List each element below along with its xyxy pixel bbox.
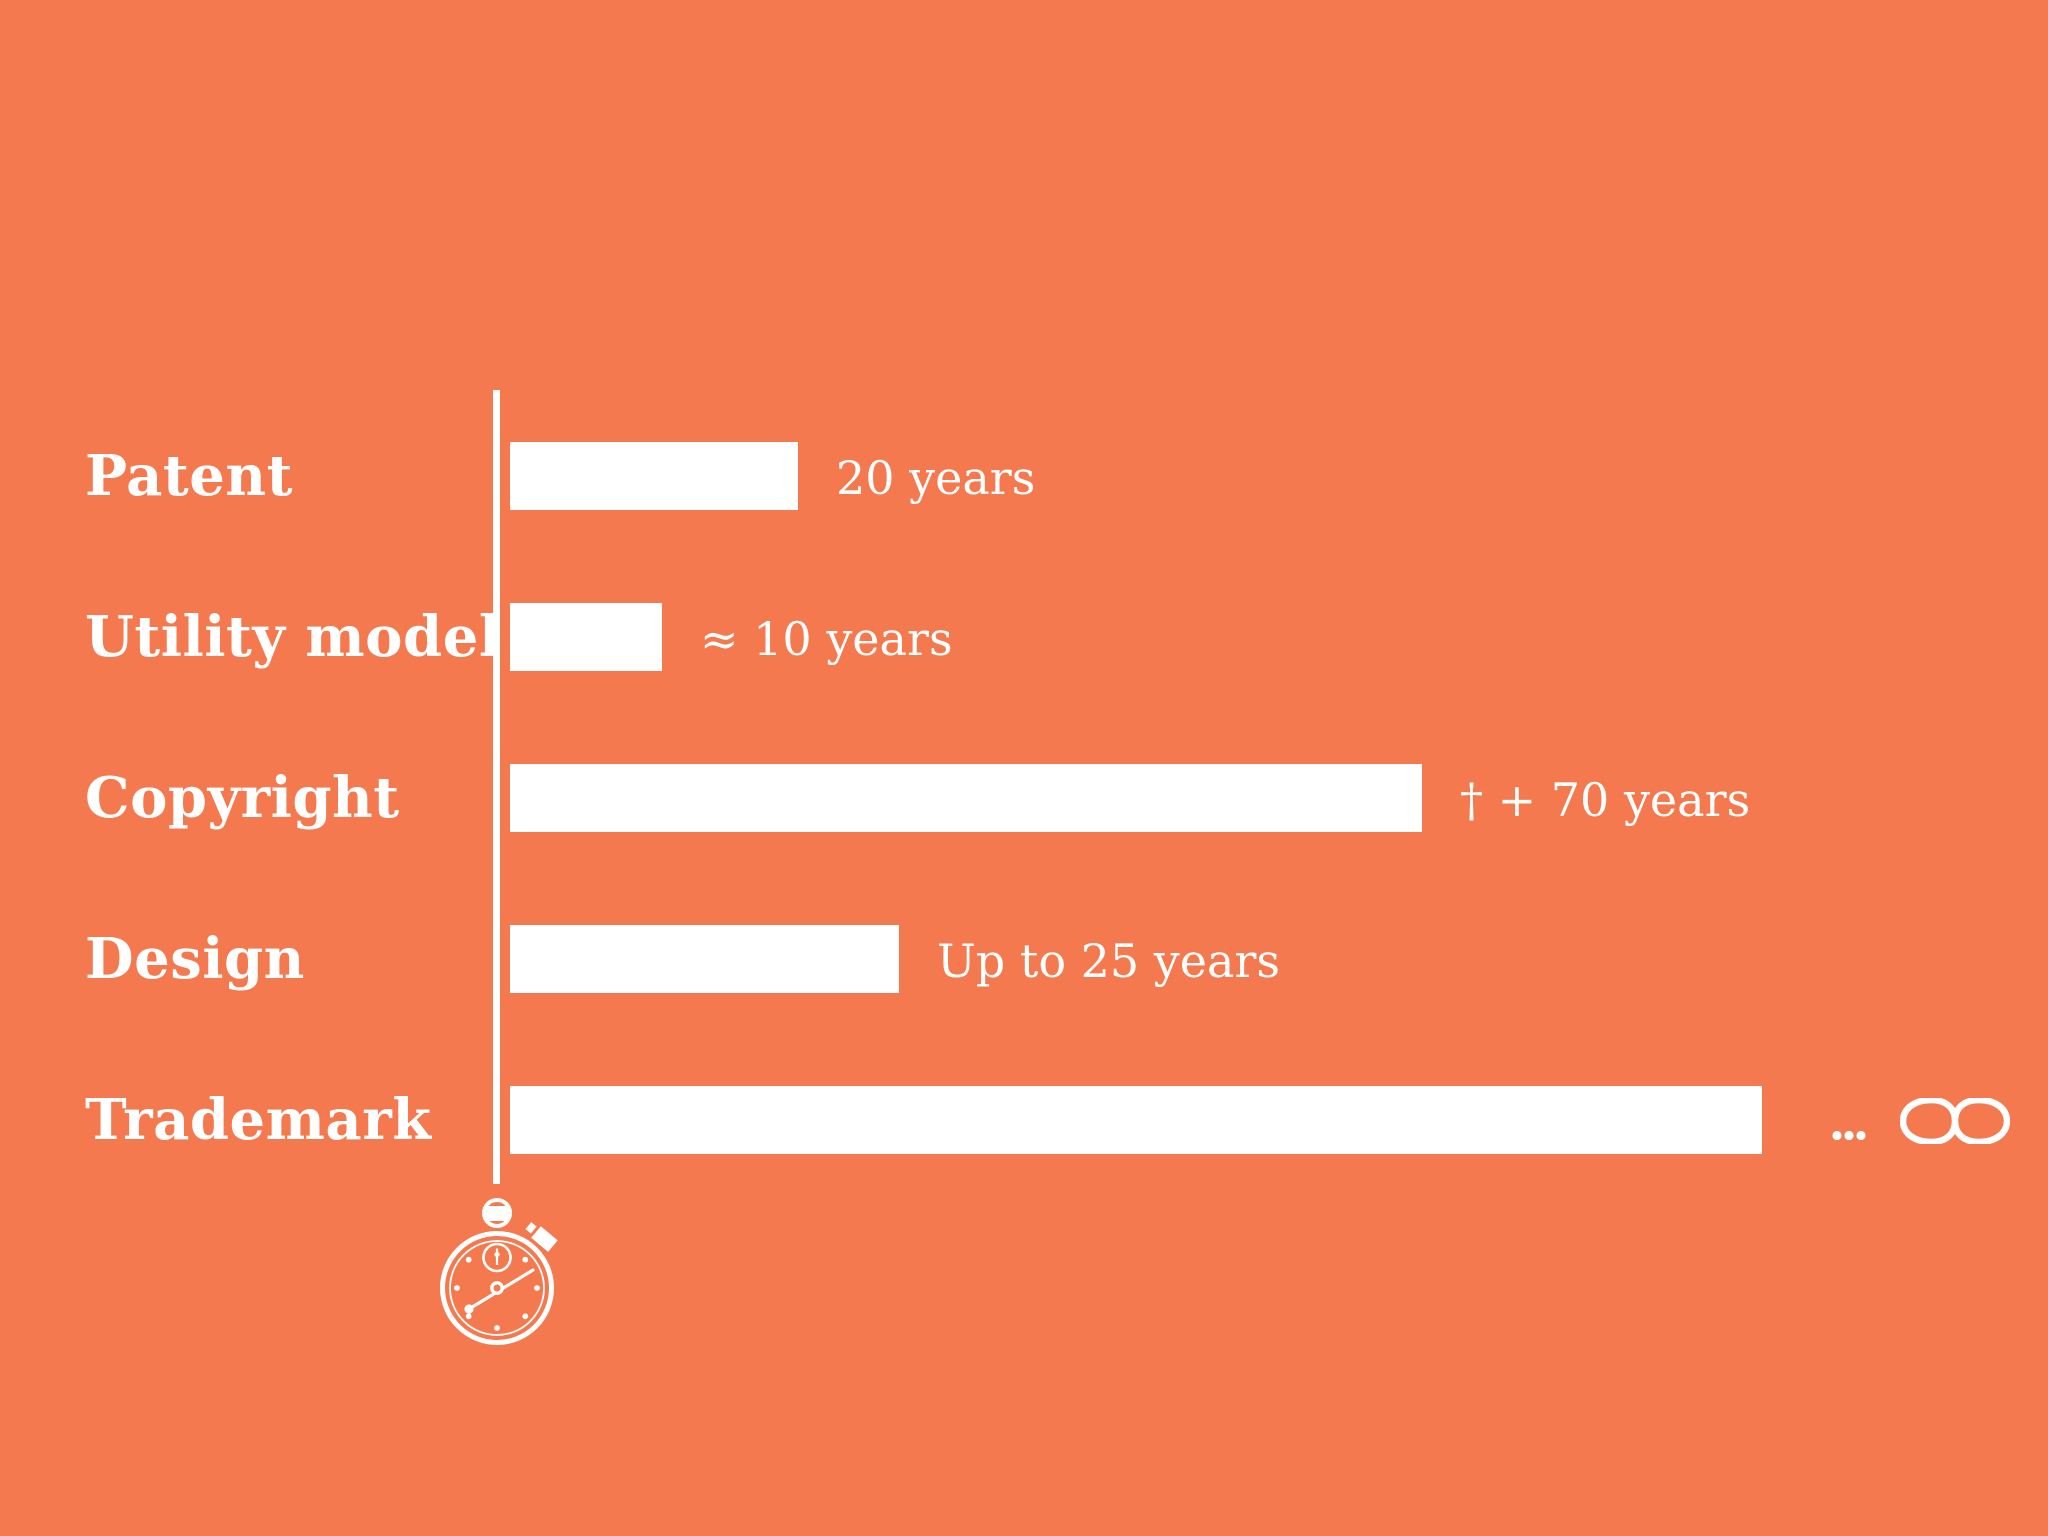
- stopwatch-inner-ring: [449, 1240, 545, 1336]
- chart-row: Design Up to 25 years: [0, 925, 2048, 993]
- stopwatch-subdial: [482, 1242, 512, 1273]
- duration-label: 20 years: [836, 451, 1036, 505]
- category-label: Trademark: [85, 1087, 432, 1153]
- chart-row: Trademark: [0, 1086, 2048, 1154]
- stopwatch-outer-ring: [440, 1231, 554, 1345]
- duration-label: Up to 25 years: [937, 934, 1281, 988]
- duration-bar: [510, 764, 1422, 832]
- duration-label: † + 70 years: [1460, 773, 1751, 827]
- ellipsis-icon: [1832, 1130, 1866, 1140]
- chart-row: Copyright † + 70 years: [0, 764, 2048, 832]
- chart-row: Patent 20 years: [0, 442, 2048, 510]
- chart-row: Utility model ≈ 10 years: [0, 603, 2048, 671]
- infinity-icon: [1900, 1098, 2010, 1144]
- category-label: Utility model: [85, 604, 501, 670]
- axis-baseline: [493, 390, 500, 1184]
- duration-bar: [510, 925, 899, 993]
- stopwatch-crown-ring: [482, 1198, 512, 1228]
- duration-bar: [510, 603, 662, 671]
- category-label: Design: [85, 926, 305, 992]
- duration-bar: [510, 1086, 1762, 1154]
- duration-label: ≈ 10 years: [700, 612, 953, 666]
- stopwatch-tick-dots: [454, 1256, 540, 1331]
- stopwatch-center-hub: [490, 1281, 504, 1295]
- stopwatch-crown-stem: [485, 1206, 509, 1221]
- stopwatch-side-button: [525, 1222, 558, 1252]
- duration-bar: [510, 442, 798, 510]
- stopwatch-icon: [440, 1198, 558, 1345]
- category-label: Copyright: [85, 765, 400, 831]
- category-label: Patent: [85, 443, 293, 509]
